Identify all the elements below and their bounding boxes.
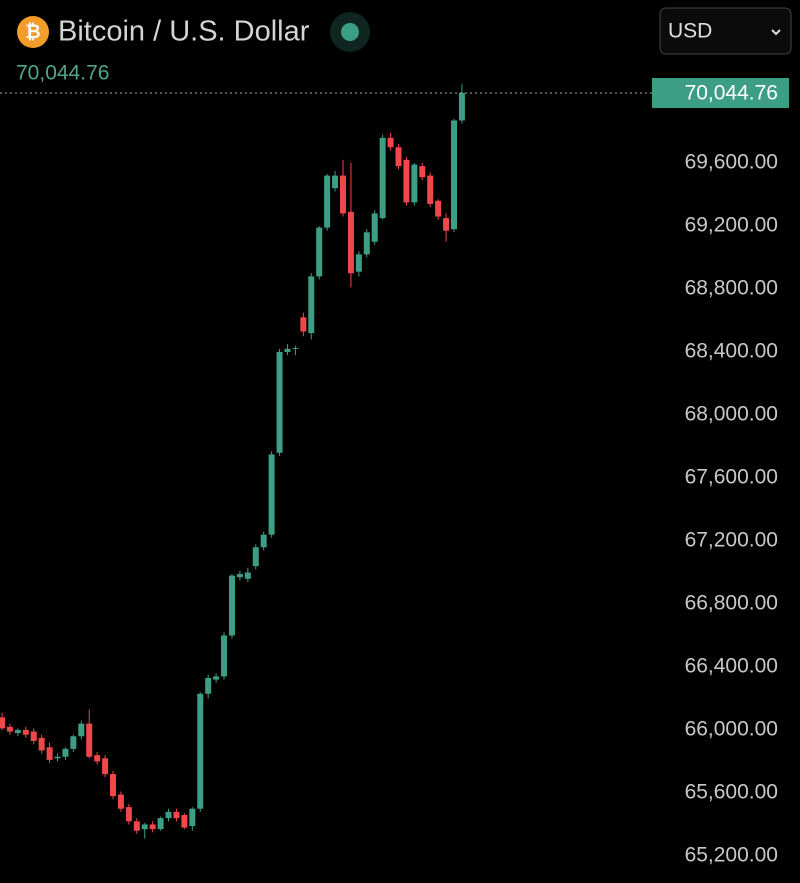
coin-symbol: ₿ xyxy=(25,22,40,43)
candle-body xyxy=(94,755,101,762)
candle-body xyxy=(141,824,148,830)
candle-body xyxy=(427,175,434,204)
last-price-label: 70,044.76 xyxy=(685,82,778,105)
y-tick-label: 67,600.00 xyxy=(685,466,778,489)
candle-body xyxy=(110,774,117,797)
candle-body xyxy=(308,276,315,334)
candle-body xyxy=(451,120,458,230)
y-tick-label: 69,200.00 xyxy=(685,214,778,237)
last-price-badge xyxy=(652,77,789,108)
coin-icon xyxy=(17,16,49,48)
candle-body xyxy=(125,807,132,822)
candle-body xyxy=(332,175,339,189)
candle-body xyxy=(54,756,61,759)
candle-body xyxy=(14,729,21,734)
candle-body xyxy=(181,815,188,828)
candle-body xyxy=(355,254,362,272)
candle-body xyxy=(22,729,29,735)
candle-body xyxy=(379,137,386,219)
status-dot xyxy=(341,23,359,41)
candle-body xyxy=(30,731,37,741)
candle-body xyxy=(363,232,370,255)
candle-body xyxy=(173,811,180,819)
candle-body xyxy=(443,218,450,231)
candle-body xyxy=(395,147,402,167)
y-tick-label: 68,400.00 xyxy=(685,340,778,363)
candle-body xyxy=(86,723,93,757)
candle-body xyxy=(300,317,307,332)
candle-body xyxy=(221,635,228,677)
y-tick-label: 68,000.00 xyxy=(685,403,778,426)
candle-body xyxy=(38,737,45,751)
candle-body xyxy=(117,794,124,809)
y-tick-label: 67,200.00 xyxy=(685,529,778,552)
candle-body xyxy=(292,348,299,350)
candle-body xyxy=(458,92,465,121)
y-tick-label: 69,600.00 xyxy=(685,151,778,174)
candle-body xyxy=(189,808,196,827)
candle-body xyxy=(411,164,418,203)
candle-body xyxy=(205,677,212,694)
candle-body xyxy=(236,574,243,578)
candle-body xyxy=(276,351,283,453)
candle-body xyxy=(387,137,394,148)
chart-title: Bitcoin / U.S. Dollar xyxy=(58,16,310,48)
candle-body xyxy=(268,454,275,535)
candle-body xyxy=(0,717,5,729)
candle-body xyxy=(419,166,426,178)
y-tick-label: 66,000.00 xyxy=(685,718,778,741)
y-tick-label: 66,400.00 xyxy=(685,655,778,678)
currency-select[interactable] xyxy=(659,7,792,55)
candle-body xyxy=(6,726,13,732)
candle-body xyxy=(62,748,69,757)
candle-body xyxy=(70,736,77,749)
candle-body xyxy=(46,747,53,760)
y-tick-label: 66,800.00 xyxy=(685,592,778,615)
candle-body xyxy=(347,211,354,274)
candle-body xyxy=(252,547,259,567)
y-tick-label: 68,800.00 xyxy=(685,277,778,300)
header-price: 70,044.76 xyxy=(16,62,109,85)
candle-body xyxy=(339,175,346,214)
candle-body xyxy=(371,213,378,242)
candle-body xyxy=(228,575,235,636)
currency-label: USD xyxy=(668,20,712,43)
candle-body xyxy=(157,818,164,830)
candle-body xyxy=(102,758,109,775)
candle-body xyxy=(324,175,331,228)
candle-body xyxy=(197,693,204,809)
candle-body xyxy=(316,227,323,277)
candle-body xyxy=(435,200,442,217)
candle-body xyxy=(403,159,410,203)
candle-body xyxy=(213,676,220,680)
y-tick-label: 65,600.00 xyxy=(685,781,778,804)
candle-body xyxy=(244,572,251,579)
candle-body xyxy=(260,534,267,548)
candle-body xyxy=(78,723,85,737)
candle-body xyxy=(133,821,140,831)
candle-body xyxy=(165,811,172,819)
y-tick-label: 65,200.00 xyxy=(685,843,778,866)
dropdown-arrow xyxy=(771,29,781,36)
candle-body xyxy=(284,348,291,352)
candle-body xyxy=(149,824,156,830)
